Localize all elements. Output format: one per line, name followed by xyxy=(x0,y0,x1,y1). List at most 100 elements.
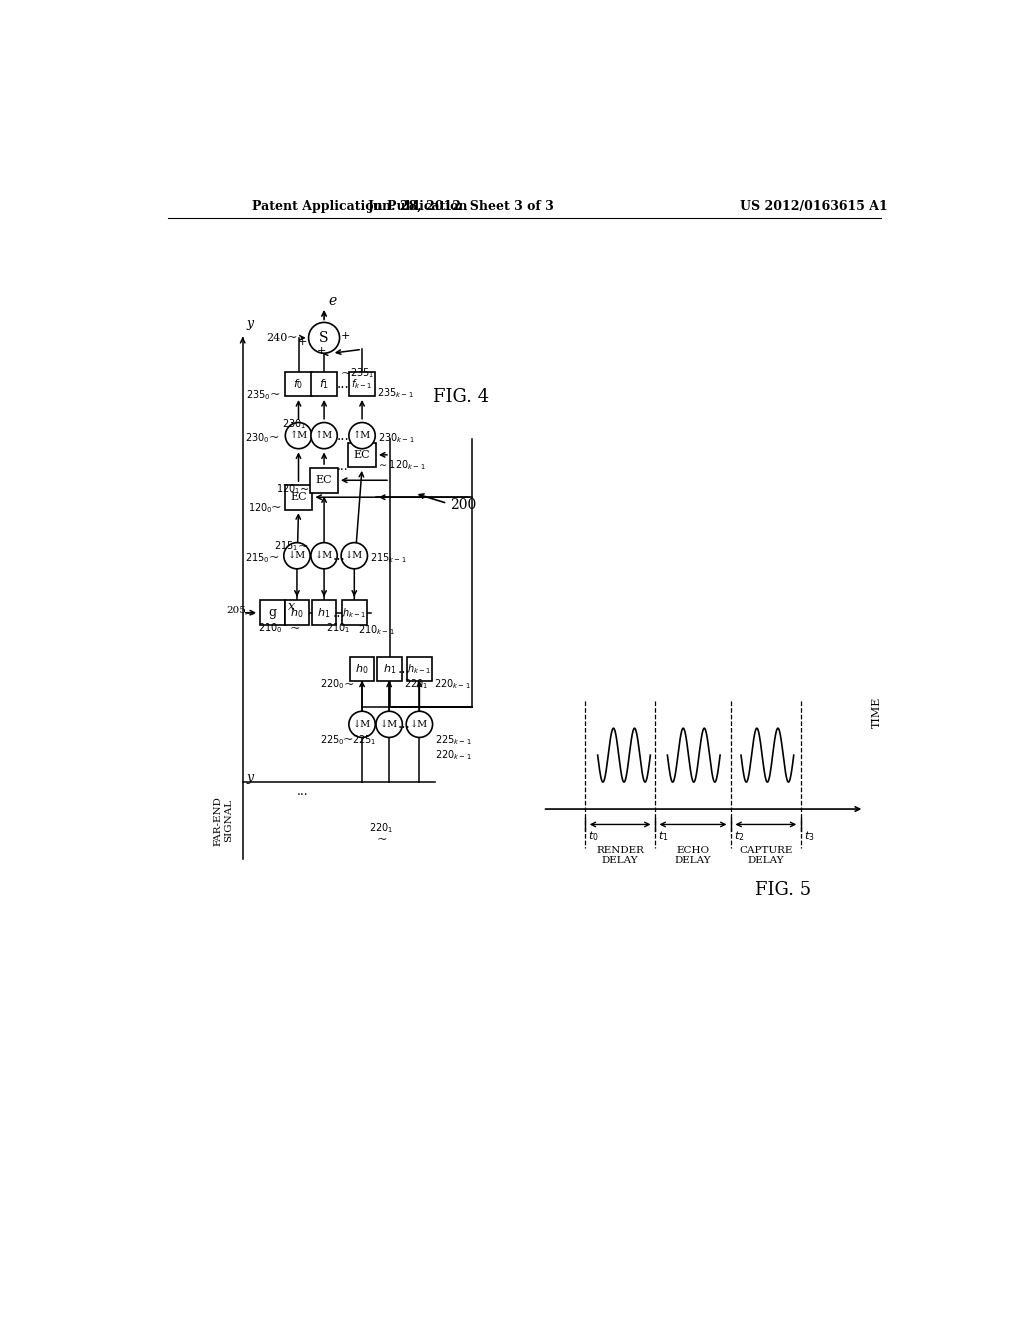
Text: $210_1$: $210_1$ xyxy=(326,622,350,635)
Bar xyxy=(311,372,337,396)
Text: ↓M: ↓M xyxy=(380,719,398,729)
Text: $215_1$: $215_1$ xyxy=(274,540,299,553)
Text: ...: ... xyxy=(337,459,348,473)
Text: $120_1$: $120_1$ xyxy=(275,483,300,496)
Text: $220_{k-1}$: $220_{k-1}$ xyxy=(434,677,471,692)
Text: $220_0$: $220_0$ xyxy=(321,677,345,692)
Text: TIME: TIME xyxy=(872,697,882,729)
Text: +: + xyxy=(340,331,350,342)
Text: y: y xyxy=(247,317,254,330)
Text: ...: ... xyxy=(336,429,349,442)
Bar xyxy=(348,442,376,467)
Bar xyxy=(286,372,311,396)
Text: ↓M: ↓M xyxy=(315,552,333,560)
Text: $215_{k-1}$: $215_{k-1}$ xyxy=(370,552,407,565)
Text: ~: ~ xyxy=(268,552,280,565)
Text: $f_1$: $f_1$ xyxy=(319,378,329,391)
Text: S: S xyxy=(319,331,329,345)
Text: 240: 240 xyxy=(266,333,288,343)
Text: $210_{k-1}$: $210_{k-1}$ xyxy=(358,623,395,636)
Bar xyxy=(349,372,375,396)
Text: ~: ~ xyxy=(343,733,353,746)
Text: ~: ~ xyxy=(268,432,280,445)
Text: $230_1$: $230_1$ xyxy=(282,417,306,430)
Text: $h_0$: $h_0$ xyxy=(355,663,369,676)
Bar xyxy=(349,656,375,681)
Text: Jun. 28, 2012  Sheet 3 of 3: Jun. 28, 2012 Sheet 3 of 3 xyxy=(368,199,555,213)
Text: $230_{k-1}$: $230_{k-1}$ xyxy=(378,432,414,445)
Bar xyxy=(407,656,432,681)
Text: US 2012/0163615 A1: US 2012/0163615 A1 xyxy=(740,199,888,213)
Text: $h_0$: $h_0$ xyxy=(290,606,304,619)
Bar xyxy=(285,601,309,626)
Circle shape xyxy=(349,422,375,449)
Text: ~: ~ xyxy=(290,622,300,635)
Text: $225_1$: $225_1$ xyxy=(351,733,376,747)
Text: ~: ~ xyxy=(376,833,387,846)
Text: ↓M: ↓M xyxy=(411,719,428,729)
Text: $225_0$: $225_0$ xyxy=(319,733,344,747)
Bar xyxy=(342,601,367,626)
Text: $\sim120_{k-1}$: $\sim120_{k-1}$ xyxy=(377,458,425,471)
Text: ...: ... xyxy=(333,549,345,562)
Text: ↓M: ↓M xyxy=(353,719,371,729)
Text: $215_0$: $215_0$ xyxy=(245,552,270,565)
Circle shape xyxy=(308,322,340,354)
Text: $235_{k-1}$: $235_{k-1}$ xyxy=(377,387,414,400)
Text: ↑M: ↑M xyxy=(353,432,371,440)
Text: $235_1$: $235_1$ xyxy=(350,367,375,380)
Text: ...: ... xyxy=(397,717,411,731)
Circle shape xyxy=(376,711,402,738)
Text: $h_1$: $h_1$ xyxy=(317,606,331,619)
Text: x: x xyxy=(289,601,296,612)
Text: $t_3$: $t_3$ xyxy=(804,829,814,843)
Text: FIG. 4: FIG. 4 xyxy=(433,388,489,407)
Text: ~: ~ xyxy=(300,484,309,495)
Text: $220_{k-1}$: $220_{k-1}$ xyxy=(435,748,472,762)
Circle shape xyxy=(311,422,337,449)
Text: EC: EC xyxy=(290,492,307,502)
Text: +: + xyxy=(298,337,307,347)
Text: ↑M: ↑M xyxy=(315,432,333,440)
Text: ~: ~ xyxy=(271,502,282,515)
Text: ~: ~ xyxy=(297,540,308,553)
Bar xyxy=(260,601,285,626)
Text: Patent Application Publication: Patent Application Publication xyxy=(252,199,468,213)
Text: ...: ... xyxy=(333,606,345,619)
Text: $t_0$: $t_0$ xyxy=(589,829,599,843)
Text: ↓M: ↓M xyxy=(345,552,364,560)
Circle shape xyxy=(349,711,375,738)
Text: ECHO
DELAY: ECHO DELAY xyxy=(675,846,712,865)
Circle shape xyxy=(407,711,432,738)
Text: $225_{k-1}$: $225_{k-1}$ xyxy=(435,733,472,747)
Text: 200: 200 xyxy=(450,498,476,512)
Text: FIG. 5: FIG. 5 xyxy=(755,880,811,899)
Text: ...: ... xyxy=(397,661,411,676)
Bar xyxy=(310,469,338,492)
Text: $t_1$: $t_1$ xyxy=(658,829,669,843)
Text: $210_0$: $210_0$ xyxy=(258,622,283,635)
Text: $235_0$: $235_0$ xyxy=(246,388,270,401)
Circle shape xyxy=(286,422,311,449)
Text: EC: EC xyxy=(315,475,333,486)
Text: +: + xyxy=(317,346,327,355)
Text: $220_1$: $220_1$ xyxy=(403,677,428,692)
Text: CAPTURE
DELAY: CAPTURE DELAY xyxy=(739,846,793,865)
Bar xyxy=(285,484,312,510)
Text: $230_0$: $230_0$ xyxy=(245,432,270,445)
Text: ...: ... xyxy=(297,785,308,797)
Text: y: y xyxy=(247,771,254,784)
Circle shape xyxy=(284,543,310,569)
Text: ~: ~ xyxy=(287,331,297,345)
Text: 205: 205 xyxy=(226,606,246,615)
Text: EC: EC xyxy=(353,450,371,459)
Text: $t_2$: $t_2$ xyxy=(734,829,744,843)
Text: ~: ~ xyxy=(341,367,351,380)
Text: g: g xyxy=(268,606,276,619)
Text: $h_{k-1}$: $h_{k-1}$ xyxy=(342,606,367,619)
Circle shape xyxy=(341,543,368,569)
Text: $120_0$: $120_0$ xyxy=(248,502,272,515)
Text: $f_0$: $f_0$ xyxy=(293,378,304,391)
Text: ...: ... xyxy=(336,378,349,391)
Text: RENDER
DELAY: RENDER DELAY xyxy=(596,846,644,865)
